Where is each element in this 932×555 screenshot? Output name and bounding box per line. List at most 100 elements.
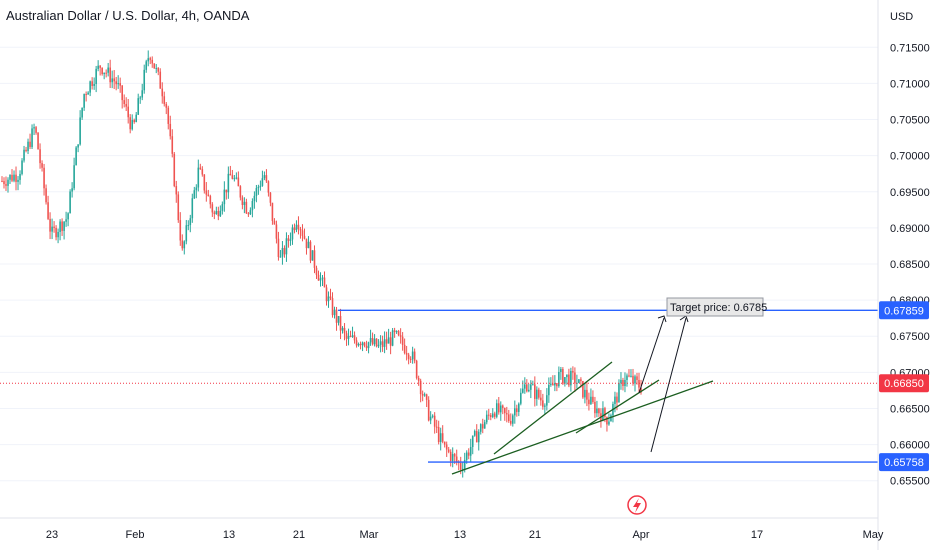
candle — [229, 173, 232, 176]
candle — [213, 212, 216, 215]
candle — [514, 408, 516, 416]
candle — [319, 278, 322, 281]
candle — [119, 83, 121, 86]
candle — [173, 153, 176, 187]
candle — [584, 389, 586, 398]
candle — [443, 441, 446, 445]
candle — [507, 414, 510, 421]
arrowhead — [657, 315, 667, 323]
candle — [604, 408, 606, 417]
candle — [157, 67, 160, 72]
candle — [275, 224, 278, 239]
candle — [594, 401, 596, 414]
candle — [167, 107, 170, 124]
arrowhead — [679, 315, 689, 323]
candle — [574, 372, 576, 384]
candle — [379, 341, 382, 345]
price-label-bg — [879, 301, 929, 320]
candle — [562, 369, 564, 384]
candle — [345, 333, 348, 339]
candle — [347, 335, 350, 339]
candle — [121, 85, 123, 101]
candle — [415, 360, 418, 379]
candle — [249, 210, 252, 215]
price-label: 0.65758 — [884, 457, 924, 469]
candle — [447, 449, 450, 452]
candle — [137, 98, 140, 115]
candle — [301, 230, 304, 236]
candle — [103, 72, 105, 75]
candle — [3, 181, 5, 185]
candle — [405, 353, 408, 355]
candle — [481, 424, 484, 429]
candle — [1, 180, 3, 182]
candle — [339, 316, 342, 331]
candle — [55, 227, 57, 238]
candle — [211, 204, 214, 213]
candle — [566, 374, 568, 378]
candle — [69, 191, 71, 214]
candle — [311, 250, 314, 261]
candle — [49, 218, 51, 232]
candle — [283, 247, 286, 255]
candle — [293, 227, 296, 231]
candle — [546, 395, 548, 406]
candle — [29, 141, 31, 147]
price-label-bg — [879, 374, 929, 393]
candle — [343, 327, 346, 334]
candle — [35, 127, 37, 133]
candle — [425, 394, 428, 400]
candle — [43, 167, 45, 189]
candle — [257, 186, 260, 189]
price-axis[interactable]: USD 0.71500 0.71000 0.70500 0.70000 0.69500 0.… — [877, 0, 930, 550]
candle — [67, 213, 69, 220]
candle — [233, 178, 236, 180]
lower-trendline — [451, 380, 714, 475]
candle — [501, 405, 504, 408]
candle — [375, 338, 378, 347]
candle — [97, 65, 99, 69]
candle — [135, 114, 138, 123]
candle — [421, 394, 424, 396]
inner-trendline — [575, 379, 660, 434]
candle — [39, 149, 41, 164]
candle — [487, 414, 490, 416]
candle — [467, 452, 470, 456]
candle — [27, 141, 29, 152]
candle — [357, 343, 360, 346]
candle — [241, 197, 244, 205]
candle — [281, 247, 284, 257]
candle — [552, 383, 554, 386]
candle — [253, 195, 256, 202]
candle — [423, 394, 426, 396]
level-labels: 0.67859 0.66850 0.65758 — [879, 301, 929, 472]
candle — [614, 396, 616, 404]
upper-trendline — [493, 361, 613, 455]
candle — [560, 369, 562, 372]
y-tick-label: 0.67500 — [890, 331, 930, 343]
candle — [588, 399, 590, 405]
candle — [177, 194, 180, 221]
candle — [445, 444, 448, 450]
candle — [351, 335, 354, 337]
candle — [391, 330, 394, 346]
candle — [602, 408, 604, 421]
candle — [269, 192, 272, 203]
candle — [626, 375, 628, 380]
candle — [355, 340, 358, 346]
candle — [395, 331, 398, 333]
candle — [516, 408, 518, 412]
candle — [299, 229, 302, 231]
candle — [209, 196, 212, 205]
time-axis[interactable]: 23 Feb 13 21 Mar 13 21 Apr 17 May — [0, 517, 884, 541]
price-label: 0.67859 — [884, 305, 924, 317]
candle — [518, 403, 520, 412]
candle — [271, 202, 274, 221]
y-tick-label: 0.71500 — [890, 42, 930, 54]
y-tick-label: 0.71000 — [890, 78, 930, 90]
candle — [399, 335, 402, 337]
candle — [640, 387, 642, 393]
candle — [71, 188, 73, 192]
